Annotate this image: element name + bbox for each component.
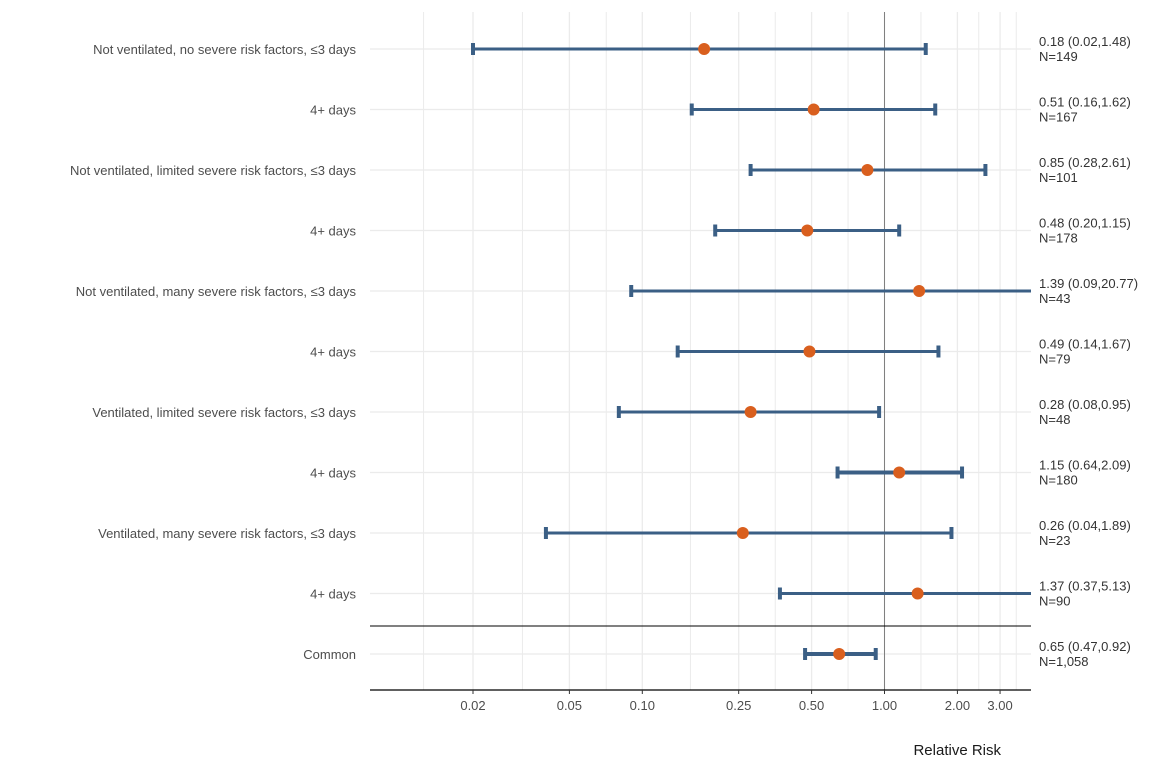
x-tick-label: 0.50 — [799, 698, 824, 713]
point-estimate — [833, 648, 846, 660]
point-estimate — [911, 587, 924, 600]
n-text: N=1,058 — [1039, 654, 1089, 669]
point-estimate — [736, 527, 749, 539]
n-text: N=90 — [1039, 594, 1070, 609]
x-tick-label: 1.00 — [872, 698, 897, 713]
point-estimate — [861, 164, 874, 176]
n-text: N=167 — [1039, 110, 1078, 125]
estimate-text: 0.51 (0.16,1.62) — [1039, 95, 1131, 110]
point-estimate — [913, 285, 926, 297]
estimate-text: 1.15 (0.64,2.09) — [1039, 458, 1131, 473]
point-estimate — [893, 466, 906, 479]
row-label: 4+ days — [310, 224, 356, 239]
x-axis: 0.02 0.05 0.10 0.25 0.50 1.00 2.00 3.00 — [370, 689, 1031, 713]
point-estimate — [807, 103, 820, 116]
n-text: N=149 — [1039, 49, 1078, 64]
estimate-text: 0.26 (0.04,1.89) — [1039, 518, 1131, 533]
point-estimate — [744, 406, 757, 418]
x-tick-label: 0.05 — [557, 698, 582, 713]
row-label: Common — [303, 647, 356, 662]
point-estimate — [698, 43, 711, 55]
n-text: N=48 — [1039, 412, 1070, 427]
x-axis-title: Relative Risk — [913, 742, 1001, 759]
row-label: Not ventilated, limited severe risk fact… — [70, 163, 357, 178]
point-estimate — [803, 345, 816, 358]
n-text: N=23 — [1039, 533, 1070, 548]
x-tick-label: 0.25 — [726, 698, 751, 713]
row-label: 4+ days — [310, 466, 356, 481]
row-label: 4+ days — [310, 103, 356, 118]
row-label: 4+ days — [310, 587, 356, 602]
estimate-text: 0.48 (0.20,1.15) — [1039, 216, 1131, 231]
row-labels: Not ventilated, no severe risk factors, … — [70, 42, 357, 662]
estimate-text: 0.85 (0.28,2.61) — [1039, 155, 1131, 170]
row-label: 4+ days — [310, 345, 356, 360]
estimate-text: 0.65 (0.47,0.92) — [1039, 639, 1131, 654]
estimate-text: 1.39 (0.09,20.77) — [1039, 276, 1138, 291]
n-text: N=43 — [1039, 291, 1070, 306]
row-label: Not ventilated, many severe risk factors… — [76, 284, 357, 299]
row-label: Ventilated, many severe risk factors, ≤3… — [98, 526, 356, 541]
point-estimate — [801, 224, 814, 237]
estimate-text: 0.49 (0.14,1.67) — [1039, 337, 1131, 352]
row-label: Not ventilated, no severe risk factors, … — [93, 42, 356, 57]
x-tick-label: 3.00 — [987, 698, 1012, 713]
n-text: N=178 — [1039, 231, 1078, 246]
n-text: N=101 — [1039, 170, 1078, 185]
estimate-text: 1.37 (0.37,5.13) — [1039, 579, 1131, 594]
x-tick-label: 2.00 — [945, 698, 970, 713]
marks-layer — [471, 43, 1031, 660]
estimate-text: 0.18 (0.02,1.48) — [1039, 34, 1131, 49]
estimate-text: 0.28 (0.08,0.95) — [1039, 397, 1131, 412]
row-label: Ventilated, limited severe risk factors,… — [92, 405, 356, 420]
x-tick-label: 0.02 — [460, 698, 485, 713]
n-text: N=180 — [1039, 473, 1078, 488]
n-text: N=79 — [1039, 352, 1070, 367]
x-tick-label: 0.10 — [630, 698, 655, 713]
